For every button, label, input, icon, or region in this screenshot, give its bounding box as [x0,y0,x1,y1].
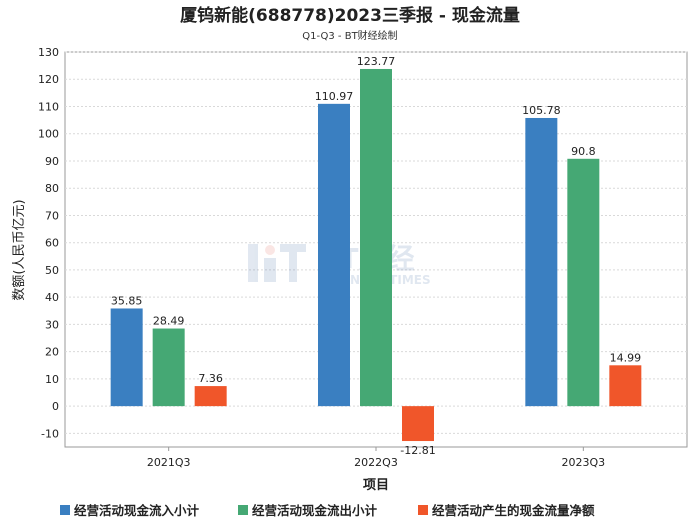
y-axis-ticks: -10 0 10 20 30 40 50 60 70 80 90 100 110 120 130 [38,46,59,440]
legend-swatch [60,505,70,515]
legend-item-3[interactable]: 经营活动产生的现金流量净额 [418,503,595,518]
data-label: 105.78 [522,104,561,117]
data-label: -12.81 [400,444,435,457]
y-tick-label: 130 [38,46,59,59]
bar-2022Q3-series-2 [360,68,392,407]
x-axis-label: 项目 [363,478,389,493]
y-tick-label: 90 [45,155,59,168]
y-axis-label: 数额(人民币亿元) [12,199,27,300]
y-tick-label: -10 [41,427,59,440]
legend-swatch [418,505,428,515]
bar-2022Q3-series-1 [318,103,350,407]
legend-label: 经营活动产生的现金流量净额 [432,503,595,518]
y-tick-label: 40 [45,291,59,304]
y-tick-label: 100 [38,128,59,141]
y-tick-label: 80 [45,182,59,195]
data-label: 90.8 [571,145,596,158]
bar-2022Q3-series-3 [402,406,434,442]
y-tick-label: 120 [38,73,59,86]
legend-item-1[interactable]: 经营活动现金流入小计 [60,503,200,518]
y-tick-label: 0 [52,400,59,413]
legend-label: 经营活动现金流入小计 [74,503,200,518]
bar-2021Q3-series-3 [194,386,227,407]
bar-2021Q3-series-2 [152,328,185,407]
data-label: 123.77 [357,55,396,68]
x-axis-ticks: 2021Q3 2022Q3 2023Q3 [147,447,605,469]
legend-item-2[interactable]: 经营活动现金流出小计 [238,503,378,518]
legend: 经营活动现金流入小计 经营活动现金流出小计 经营活动产生的现金流量净额 [60,503,595,518]
y-tick-label: 60 [45,237,59,250]
x-tick-label: 2023Q3 [562,456,606,469]
legend-label: 经营活动现金流出小计 [252,503,378,518]
bars [110,68,642,442]
chart-subtitle: Q1-Q3 - BT财经绘制 [302,29,397,42]
data-label: 7.36 [198,372,223,385]
bar-2023Q3-series-3 [609,365,642,407]
bar-2021Q3-series-1 [110,308,143,407]
x-tick-label: 2022Q3 [354,456,398,469]
y-tick-label: 20 [45,346,59,359]
y-tick-label: 10 [45,373,59,386]
bar-2023Q3-series-2 [567,158,600,407]
data-label: 14.99 [610,351,642,364]
y-tick-label: 70 [45,209,59,222]
y-tick-label: 30 [45,318,59,331]
chart-title: 厦钨新能(688778)2023三季报 - 现金流量 [180,5,520,26]
data-label: 110.97 [315,90,354,103]
y-tick-label: 110 [38,100,59,113]
bar-2023Q3-series-1 [525,117,558,407]
x-tick-label: 2021Q3 [147,456,191,469]
data-label: 35.85 [111,294,143,307]
data-labels: 35.85 28.49 7.36 110.97 123.77 -12.81 105.78 90… [111,55,641,457]
legend-swatch [238,505,248,515]
y-tick-label: 50 [45,264,59,277]
data-label: 28.49 [153,315,185,328]
